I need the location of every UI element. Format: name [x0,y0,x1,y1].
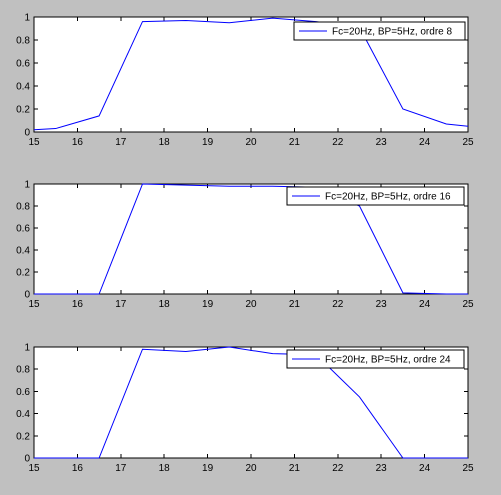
x-tick-label: 16 [72,299,84,310]
x-tick-label: 19 [202,137,214,148]
y-tick-label: 1 [24,343,30,354]
y-tick-label: 0.4 [16,409,30,420]
y-tick-label: 0.2 [16,431,30,442]
x-tick-label: 21 [289,463,301,474]
x-tick-label: 20 [245,137,257,148]
x-tick-label: 19 [202,299,214,310]
x-tick-label: 16 [72,463,84,474]
x-tick-label: 24 [419,463,431,474]
x-tick-label: 15 [28,137,40,148]
x-tick-label: 22 [332,463,344,474]
x-tick-label: 17 [115,463,127,474]
x-tick-label: 17 [115,299,127,310]
x-tick-label: 22 [332,137,344,148]
y-tick-label: 0.8 [16,202,30,213]
x-tick-label: 16 [72,137,84,148]
x-tick-label: 21 [289,299,301,310]
x-tick-label: 23 [376,463,388,474]
x-tick-label: 25 [462,463,474,474]
x-tick-label: 17 [115,137,127,148]
x-tick-label: 18 [159,299,171,310]
y-tick-label: 0 [24,454,30,465]
x-tick-label: 24 [419,137,431,148]
subplot-1: 15 16 17 18 19 20 21 22 23 24 25 0 0.2 0.4 0.6 0.8 1 Fc=2… [16,13,474,149]
x-tick-label: 20 [245,463,257,474]
legend-box [286,186,465,206]
x-tick-label: 23 [376,137,388,148]
y-tick-label: 0.2 [16,105,30,116]
y-tick-label: 0 [24,128,30,139]
x-tick-label: 18 [159,463,171,474]
x-tick-label: 20 [245,299,257,310]
legend-box [293,21,466,41]
series-line [33,17,469,131]
x-tick-label: 25 [462,299,474,310]
y-tick-label: 0.8 [16,36,30,47]
y-tick-label: 1 [24,13,30,24]
x-tick-label: 23 [376,299,388,310]
series-line [34,346,468,459]
y-tick-label: 0.2 [16,268,30,279]
legend-label: Fc=20Hz, BP=5Hz, ordre 16 [325,192,451,203]
subplot-2: 15 16 17 18 19 20 21 22 23 24 25 0 0.2 0.4 0.6 0.8 1 Fc=2… [16,180,474,311]
y-tick-label: 0.6 [16,59,30,70]
legend-box [286,349,465,369]
x-tick-label: 22 [332,299,344,310]
x-tick-label: 15 [28,299,40,310]
y-tick-label: 1 [24,180,30,191]
legend-label: Fc=20Hz, BP=5Hz, ordre 24 [325,355,451,366]
y-tick-label: 0.6 [16,224,30,235]
x-tick-label: 24 [419,299,431,310]
y-tick-label: 0.6 [16,387,30,398]
x-tick-label: 19 [202,463,214,474]
y-tick-label: 0 [24,290,30,301]
y-tick-label: 0.8 [16,365,30,376]
series-line [34,183,468,295]
x-tick-label: 15 [28,463,40,474]
x-tick-label: 25 [462,137,474,148]
legend-label: Fc=20Hz, BP=5Hz, ordre 8 [332,27,452,38]
subplot-3: 15 16 17 18 19 20 21 22 23 24 25 0 0.2 0.4 0.6 0.8 1 Fc=2… [16,343,474,475]
x-tick-label: 21 [289,137,301,148]
x-tick-label: 18 [159,137,171,148]
y-tick-label: 0.4 [16,246,30,257]
y-tick-label: 0.4 [16,82,30,93]
